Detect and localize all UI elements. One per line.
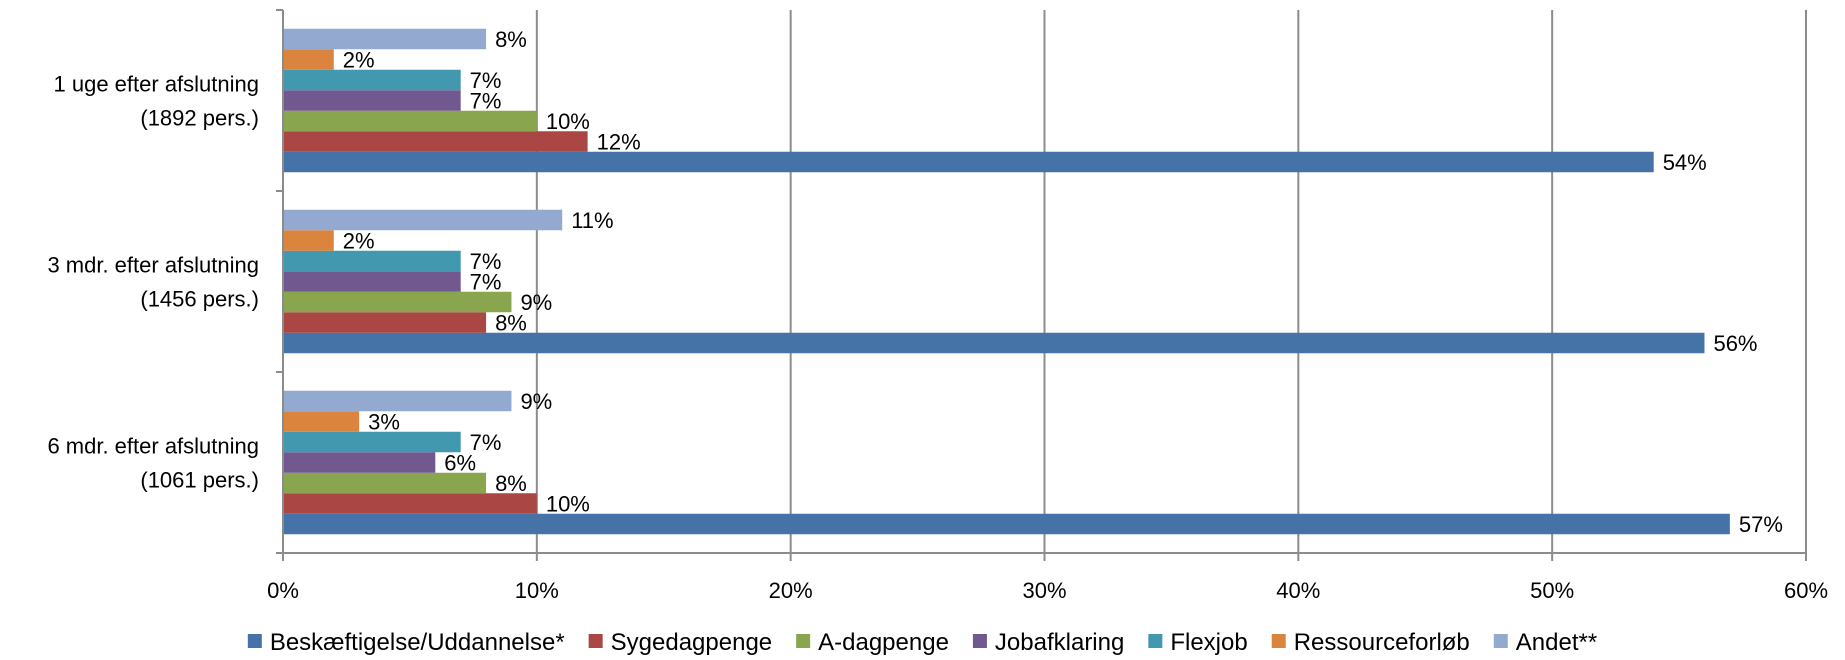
legend-item-andet: Andet** bbox=[1493, 629, 1597, 656]
bar-jobafklaring bbox=[283, 271, 461, 292]
category-label: (1892 pers.) bbox=[140, 106, 259, 131]
bar-jobafklaring bbox=[283, 452, 436, 473]
legend-label: Flexjob bbox=[1170, 629, 1247, 656]
x-tick-label: 50% bbox=[1530, 578, 1574, 603]
data-labels: 54%12%10%7%7%2%8%56%8%9%7%7%2%11%57%10%8… bbox=[343, 27, 1783, 537]
grid-lines bbox=[535, 10, 1807, 553]
x-tick-label: 10% bbox=[515, 578, 559, 603]
data-label: 3% bbox=[368, 410, 400, 435]
data-label: 54% bbox=[1663, 150, 1707, 175]
bar-ressourceforl-b bbox=[283, 230, 334, 251]
legend-swatch bbox=[1271, 634, 1286, 648]
bar-flexjob bbox=[283, 250, 461, 272]
bar-besk-ftigelse-uddannelse bbox=[283, 151, 1654, 173]
bar-besk-ftigelse-uddannelse bbox=[283, 513, 1730, 535]
bar-a-dagpenge bbox=[283, 291, 512, 313]
bars-group bbox=[283, 28, 1730, 535]
x-tick-label: 20% bbox=[769, 578, 813, 603]
legend-label: A-dagpenge bbox=[818, 629, 949, 656]
x-tick-label: 0% bbox=[267, 578, 299, 603]
bar-ressourceforl-b bbox=[283, 411, 360, 432]
bar-a-dagpenge bbox=[283, 110, 537, 132]
legend-item-flexjob: Flexjob bbox=[1148, 629, 1248, 656]
data-label: 8% bbox=[495, 27, 527, 52]
legend-label: Beskæftigelse/Uddannelse* bbox=[270, 629, 565, 656]
data-label: 7% bbox=[470, 68, 502, 93]
data-label: 7% bbox=[470, 89, 502, 114]
data-label: 8% bbox=[495, 471, 527, 496]
bar-sygedagpenge bbox=[283, 493, 537, 514]
data-label: 56% bbox=[1713, 331, 1757, 356]
legend-label: Andet** bbox=[1516, 629, 1597, 656]
bar-sygedagpenge bbox=[283, 312, 487, 333]
legend-label: Jobafklaring bbox=[995, 629, 1124, 656]
legend-swatch bbox=[247, 634, 262, 648]
axes: 0% 10% 20% 30% 40% 50% 60% 1 uge efter afslutni… bbox=[47, 9, 1828, 603]
bar-andet bbox=[283, 28, 487, 50]
data-label: 7% bbox=[470, 270, 502, 295]
legend-item-besk-ftigelse-uddannelse: Beskæftigelse/Uddannelse* bbox=[247, 629, 565, 656]
legend-label: Ressourceforløb bbox=[1294, 629, 1470, 656]
category-label: 1 uge efter afslutning bbox=[54, 72, 259, 97]
data-label: 57% bbox=[1739, 512, 1783, 537]
legend-item-jobafklaring: Jobafklaring bbox=[972, 629, 1124, 656]
legend-item-ressourceforl-b: Ressourceforløb bbox=[1271, 629, 1470, 656]
data-label: 7% bbox=[470, 430, 502, 455]
x-tick-label: 30% bbox=[1022, 578, 1066, 603]
legend-swatch bbox=[1493, 634, 1508, 648]
category-label: (1456 pers.) bbox=[140, 287, 259, 312]
data-label: 10% bbox=[546, 492, 590, 517]
data-label: 2% bbox=[343, 48, 375, 73]
category-label: (1061 pers.) bbox=[140, 468, 259, 493]
bar-flexjob bbox=[283, 431, 461, 453]
legend-label: Sygedagpenge bbox=[611, 629, 772, 656]
legend: Beskæftigelse/Uddannelse* Sygedagpenge A-d… bbox=[247, 629, 1597, 656]
category-label: 3 mdr. efter afslutning bbox=[47, 253, 259, 278]
bar-a-dagpenge bbox=[283, 472, 487, 494]
bar-ressourceforl-b bbox=[283, 49, 334, 70]
category-label: 6 mdr. efter afslutning bbox=[47, 434, 259, 459]
legend-swatch bbox=[972, 634, 987, 648]
legend-swatch bbox=[796, 634, 811, 648]
bar-flexjob bbox=[283, 69, 461, 91]
bar-andet bbox=[283, 209, 563, 231]
legend-swatch bbox=[1148, 634, 1163, 648]
legend-swatch bbox=[588, 634, 603, 648]
data-label: 2% bbox=[343, 229, 375, 254]
bar-jobafklaring bbox=[283, 90, 461, 111]
data-label: 7% bbox=[470, 249, 502, 274]
data-label: 12% bbox=[597, 130, 641, 155]
data-label: 6% bbox=[444, 451, 476, 476]
data-label: 9% bbox=[520, 389, 552, 414]
bar-sygedagpenge bbox=[283, 131, 588, 152]
bar-besk-ftigelse-uddannelse bbox=[283, 332, 1705, 354]
bar-andet bbox=[283, 390, 512, 412]
x-tick-label: 60% bbox=[1784, 578, 1828, 603]
data-label: 9% bbox=[520, 290, 552, 315]
x-tick-label: 40% bbox=[1276, 578, 1320, 603]
data-label: 11% bbox=[571, 208, 613, 233]
data-label: 8% bbox=[495, 311, 527, 336]
legend-item-sygedagpenge: Sygedagpenge bbox=[588, 629, 772, 656]
data-label: 10% bbox=[546, 109, 590, 134]
legend-item-a-dagpenge: A-dagpenge bbox=[796, 629, 949, 656]
